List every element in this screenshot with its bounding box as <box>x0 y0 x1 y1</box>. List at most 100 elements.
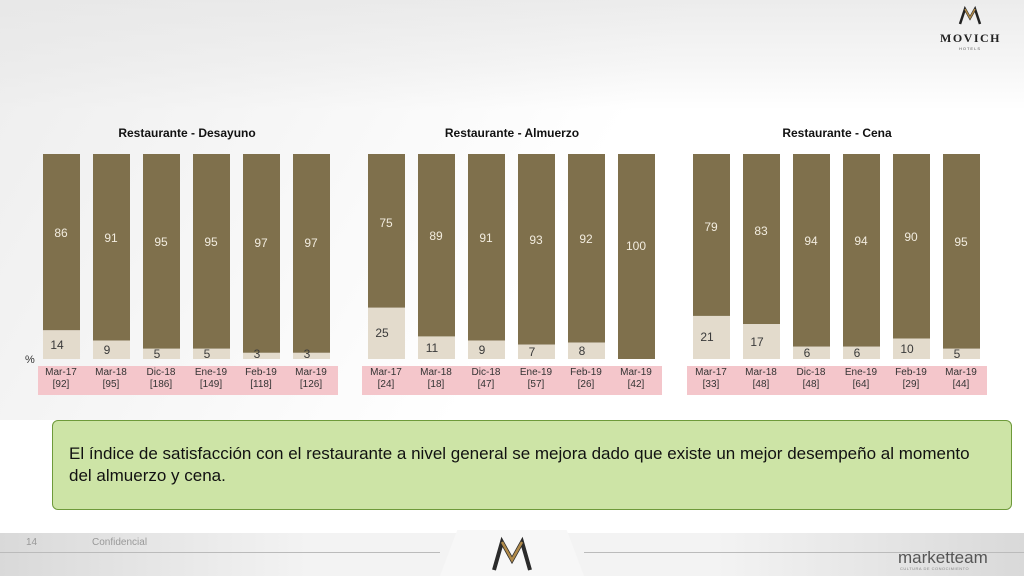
confidential-label: Confidencial <box>92 537 148 548</box>
bar-unsatisfied-0-1 <box>93 340 130 359</box>
category-band-almuerzo <box>362 366 662 395</box>
category-label-0-2: Dic-18 [186] <box>137 367 185 391</box>
bar-satisfied-0-4 <box>243 154 280 353</box>
bar-satisfied-0-1 <box>93 154 130 341</box>
bar-satisfied-0-3 <box>193 154 230 349</box>
value-label-unsatisfied-2-4: 10 <box>900 341 914 356</box>
value-label-satisfied-2-5: 95 <box>954 234 968 249</box>
category-label-1-3: Ene-19 [57] <box>512 367 560 391</box>
category-name: Dic-18 <box>146 367 176 378</box>
category-label-2-0: Mar-17 [33] <box>687 367 735 391</box>
bar-unsatisfied-2-3 <box>843 346 880 359</box>
category-name: Feb-19 <box>570 367 602 378</box>
footer-emblem-plate <box>440 530 584 576</box>
movich-emblem-icon <box>958 5 982 25</box>
category-name: Mar-18 <box>420 367 452 378</box>
category-label-2-5: Mar-19 [44] <box>937 367 985 391</box>
value-label-unsatisfied-1-2: 9 <box>478 342 486 357</box>
category-name: Mar-19 <box>295 367 327 378</box>
category-base: [95] <box>102 379 120 390</box>
value-label-satisfied-0-1: 91 <box>104 230 118 245</box>
value-label-unsatisfied-2-3: 6 <box>853 345 861 360</box>
category-label-1-0: Mar-17 [24] <box>362 367 410 391</box>
value-label-satisfied-2-1: 83 <box>754 223 768 238</box>
category-name: Mar-19 <box>945 367 977 378</box>
category-base: [57] <box>527 379 545 390</box>
bar-satisfied-1-2 <box>468 154 505 341</box>
category-base: [126] <box>299 379 323 390</box>
category-label-0-1: Mar-18 [95] <box>87 367 135 391</box>
category-name: Feb-19 <box>895 367 927 378</box>
logo-wordmark: MOVICH <box>940 31 1001 45</box>
bar-satisfied-2-4 <box>893 154 930 339</box>
category-label-2-3: Ene-19 [64] <box>837 367 885 391</box>
value-label-satisfied-2-4: 90 <box>904 230 918 245</box>
bar-unsatisfied-1-1 <box>418 336 455 359</box>
value-label-satisfied-0-0: 86 <box>54 226 68 241</box>
category-base: [186] <box>149 379 173 390</box>
bar-unsatisfied-0-5 <box>293 352 330 359</box>
category-base: [26] <box>577 379 595 390</box>
bar-satisfied-1-3 <box>518 154 555 345</box>
category-label-2-1: Mar-18 [48] <box>737 367 785 391</box>
value-label-unsatisfied-0-4: 3 <box>253 347 261 361</box>
value-label-satisfied-0-5: 97 <box>304 236 318 251</box>
bar-satisfied-0-2 <box>143 154 180 349</box>
bar-satisfied-1-4 <box>568 154 605 343</box>
category-name: Mar-17 <box>370 367 402 378</box>
category-base: [149] <box>199 379 223 390</box>
chart-title-cena: Restaurante - Cena <box>782 126 892 140</box>
bar-satisfied-2-5 <box>943 154 980 349</box>
logo-subtitle: HOTELS <box>958 46 981 51</box>
bar-unsatisfied-1-3 <box>518 344 555 359</box>
category-label-0-5: Mar-19 [126] <box>287 367 335 391</box>
value-label-satisfied-0-4: 97 <box>254 236 268 251</box>
bar-unsatisfied-0-4 <box>243 352 280 359</box>
category-name: Mar-18 <box>745 367 777 378</box>
value-label-unsatisfied-1-1: 11 <box>425 340 439 355</box>
value-label-unsatisfied-2-5: 5 <box>953 346 961 361</box>
footer-divider-left <box>0 552 440 553</box>
category-label-2-4: Feb-19 [29] <box>887 367 935 391</box>
value-label-satisfied-1-4: 92 <box>579 231 593 246</box>
bar-unsatisfied-0-3 <box>193 348 230 359</box>
conclusion-text: El índice de satisfacción con el restaur… <box>69 444 970 485</box>
bar-satisfied-1-1 <box>418 154 455 337</box>
value-label-satisfied-1-0: 75 <box>379 216 393 231</box>
bar-unsatisfied-2-4 <box>893 338 930 359</box>
value-label-unsatisfied-0-2: 5 <box>153 346 161 361</box>
marketteam-tagline: CULTURA DE CONOCIMIENTO <box>900 566 970 571</box>
percent-sign: % <box>25 354 35 366</box>
value-label-unsatisfied-0-3: 5 <box>203 346 211 361</box>
bar-satisfied-2-2 <box>793 154 830 347</box>
movich-footer-emblem-icon <box>492 536 532 571</box>
value-label-unsatisfied-0-1: 9 <box>103 342 111 357</box>
value-label-unsatisfied-0-0: 14 <box>50 337 64 352</box>
bar-unsatisfied-2-0 <box>693 315 730 359</box>
chart-title-almuerzo: Restaurante - Almuerzo <box>444 126 580 140</box>
value-label-unsatisfied-2-1: 17 <box>750 334 764 349</box>
value-label-unsatisfied-1-3: 7 <box>528 344 536 359</box>
page-number: 14 <box>26 537 38 548</box>
value-label-satisfied-0-3: 95 <box>204 234 218 249</box>
bar-satisfied-1-5 <box>618 154 655 359</box>
category-label-1-4: Feb-19 [26] <box>562 367 610 391</box>
category-name: Feb-19 <box>245 367 277 378</box>
bar-unsatisfied-1-4 <box>568 342 605 359</box>
movich-logo: MOVICH HOTELS <box>940 5 1001 51</box>
value-label-satisfied-1-2: 91 <box>479 230 493 245</box>
category-name: Ene-19 <box>844 367 878 378</box>
category-base: [18] <box>427 379 445 390</box>
category-name: Mar-17 <box>695 367 727 378</box>
value-label-satisfied-1-5: 100 <box>625 239 647 254</box>
conclusion-callout: El índice de satisfacción con el restaur… <box>52 420 1012 510</box>
category-base: [92] <box>52 379 70 390</box>
category-base: [64] <box>852 379 870 390</box>
category-label-1-5: Mar-19 [42] <box>612 367 660 391</box>
category-base: [42] <box>627 379 645 390</box>
footer-divider-right <box>584 552 1024 553</box>
value-label-unsatisfied-2-2: 6 <box>803 345 811 360</box>
bar-satisfied-0-0 <box>43 154 80 331</box>
bar-satisfied-0-5 <box>293 154 330 353</box>
marketteam-brand: marketteam <box>898 548 988 567</box>
